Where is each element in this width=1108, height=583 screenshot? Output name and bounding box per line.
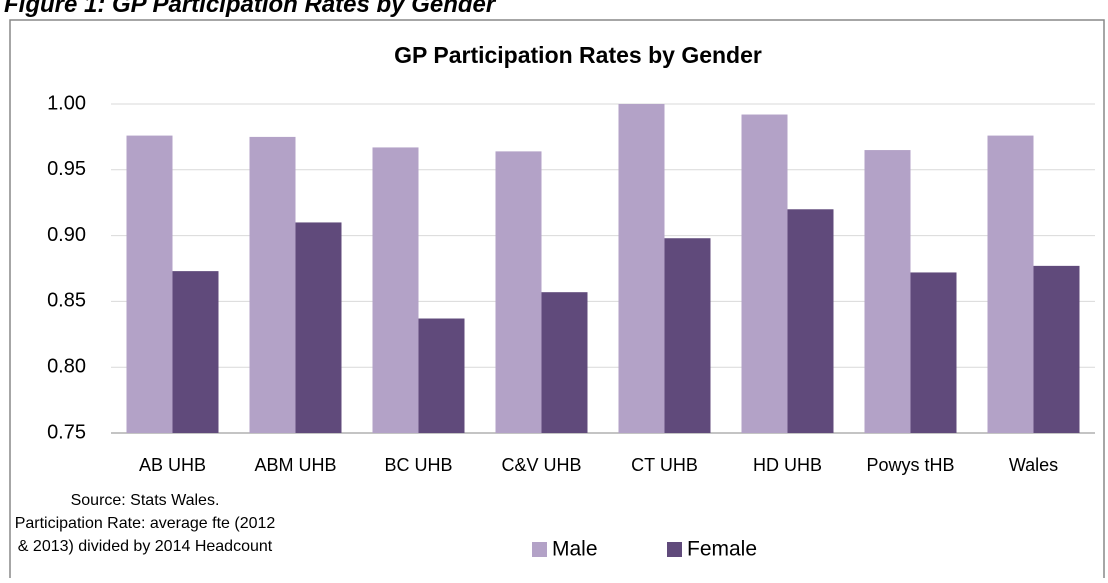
source-note: Source: Stats Wales. <box>71 492 220 509</box>
source-note: Participation Rate: average fte (2012 <box>15 515 276 532</box>
x-tick-label: HD UHB <box>753 455 822 475</box>
x-tick-label: C&V UHB <box>501 455 581 475</box>
chart-border <box>9 19 1105 583</box>
bar <box>787 209 834 433</box>
x-tick-label: ABM UHB <box>254 455 336 475</box>
y-tick-label: 0.75 <box>47 421 86 443</box>
bar <box>1033 265 1080 433</box>
bar <box>864 150 911 433</box>
x-tick-label: CT UHB <box>631 455 698 475</box>
bar <box>618 104 665 433</box>
bar <box>495 151 542 433</box>
x-tick-label: BC UHB <box>384 455 452 475</box>
legend-swatch <box>667 542 682 557</box>
bar <box>295 222 342 433</box>
bar <box>372 147 419 434</box>
bar <box>664 238 711 433</box>
bar <box>418 318 465 433</box>
chart-title: GP Participation Rates by Gender <box>394 42 762 68</box>
source-note: & 2013) divided by 2014 Headcount <box>18 538 273 555</box>
y-tick-label: 0.95 <box>47 158 86 180</box>
bar <box>249 136 296 433</box>
y-tick-label: 0.85 <box>47 290 86 312</box>
x-tick-label: Powys tHB <box>866 455 954 475</box>
bar <box>541 292 588 433</box>
y-tick-label: 0.90 <box>47 224 86 246</box>
bar <box>910 272 957 433</box>
bar <box>741 114 788 433</box>
bar <box>126 135 173 434</box>
legend-swatch <box>532 542 547 557</box>
bar <box>987 135 1034 434</box>
x-tick-label: AB UHB <box>139 455 206 475</box>
figure-caption: Figure 1: GP Participation Rates by Gend… <box>4 0 497 18</box>
bar <box>172 271 219 433</box>
x-tick-label: Wales <box>1009 455 1058 475</box>
y-tick-label: 0.80 <box>47 355 86 377</box>
legend-label: Female <box>687 538 757 561</box>
y-tick-label: 1.00 <box>47 92 86 114</box>
legend-label: Male <box>552 538 598 561</box>
